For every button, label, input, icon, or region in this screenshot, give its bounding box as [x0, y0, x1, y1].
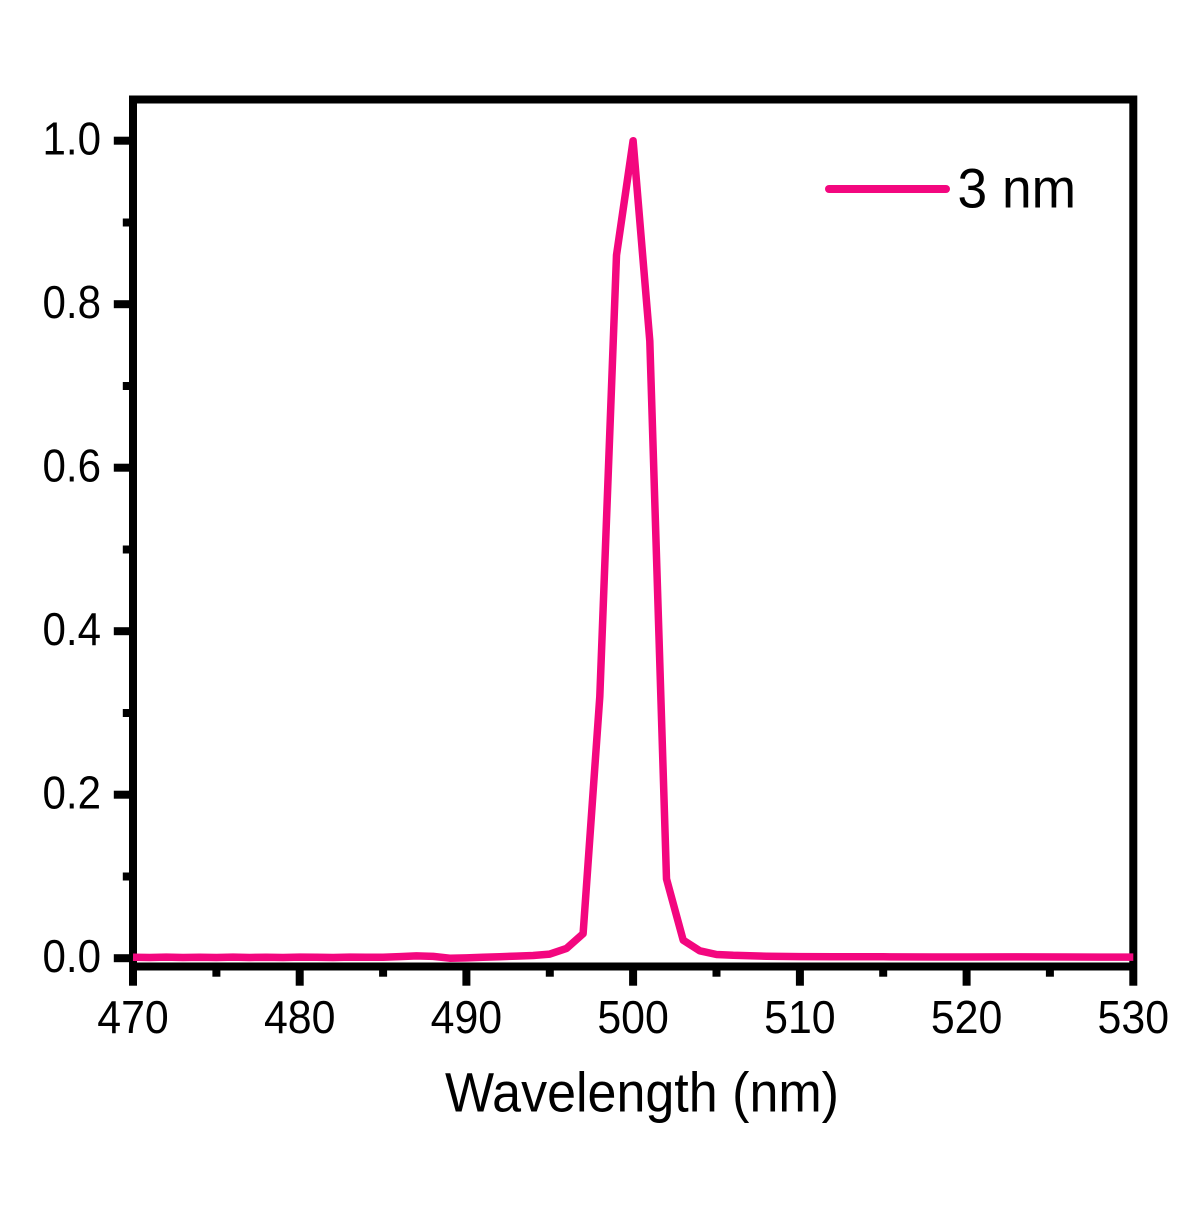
svg-text:0.2: 0.2: [43, 767, 102, 819]
svg-text:500: 500: [597, 991, 669, 1043]
svg-text:1.0: 1.0: [43, 113, 102, 165]
svg-text:520: 520: [931, 991, 1003, 1043]
svg-text:470: 470: [97, 991, 169, 1043]
svg-text:490: 490: [431, 991, 503, 1043]
svg-text:0.8: 0.8: [43, 276, 102, 328]
svg-text:Wavelength (nm): Wavelength (nm): [445, 1061, 839, 1124]
svg-text:0.6: 0.6: [43, 440, 102, 492]
svg-text:0.4: 0.4: [43, 603, 102, 655]
svg-text:0.0: 0.0: [43, 930, 102, 982]
svg-text:480: 480: [264, 991, 336, 1043]
svg-text:510: 510: [764, 991, 836, 1043]
svg-text:3 nm: 3 nm: [958, 157, 1077, 220]
svg-text:530: 530: [1098, 991, 1170, 1043]
